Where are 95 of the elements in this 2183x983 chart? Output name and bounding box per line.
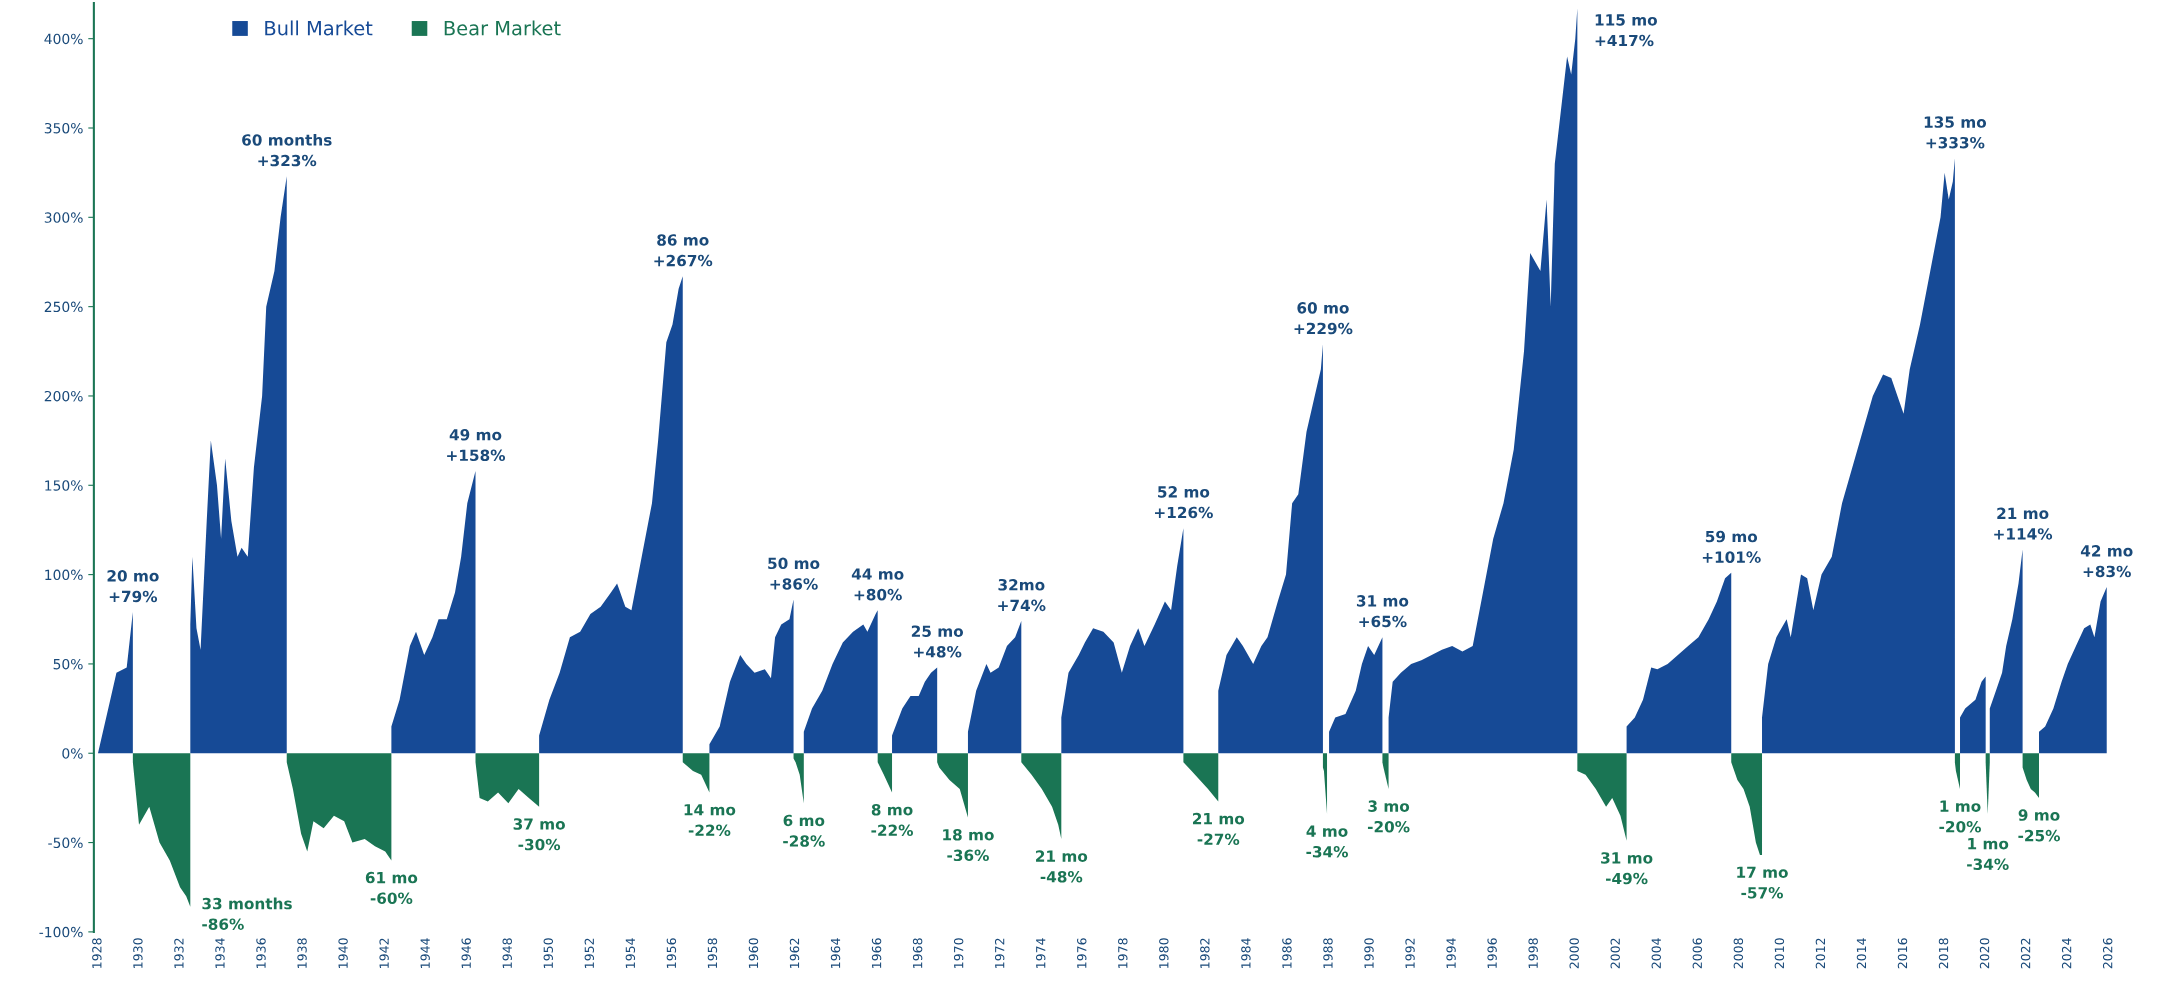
y-tick-label: 0% — [62, 748, 83, 759]
x-tick-label: 1988 — [1323, 938, 1333, 968]
annotation: 59 mo +101% — [1702, 530, 1761, 563]
x-tick-label: 1944 — [420, 938, 430, 968]
x-tick-label: 1958 — [707, 938, 718, 968]
y-tick-label: 100% — [45, 569, 83, 581]
x-tick-label: 1998 — [1528, 938, 1538, 968]
x-tick-label: 2004 — [1651, 938, 1661, 969]
annotation: 42 mo +83% — [2080, 545, 2133, 578]
y-tick-label: 250% — [44, 301, 83, 313]
x-tick-label: 1978 — [1118, 938, 1128, 968]
x-tick-label: 2002 — [1610, 938, 1620, 969]
x-tick-label: 1952 — [584, 938, 595, 968]
x-tick-label: 1984 — [1241, 938, 1251, 968]
x-tick-label: 1972 — [994, 938, 1005, 968]
y-tick-label: 300% — [44, 212, 83, 223]
annotation: 32mo +74% — [998, 579, 1046, 612]
x-tick-label: 2008 — [1733, 938, 1744, 969]
x-tick-label: 1946 — [461, 938, 471, 968]
x-tick-label: 1994 — [1446, 938, 1456, 968]
y-tick-label: 350% — [44, 122, 83, 134]
annotation: 52 mo +126% — [1155, 486, 1213, 519]
annotation: 3 mo -20% — [1367, 800, 1410, 833]
x-tick-label: 1936 — [256, 938, 266, 968]
x-tick-label: 1930 — [133, 938, 143, 968]
x-tick-label: 1982 — [1200, 938, 1210, 968]
x-tick-label: 2006 — [1692, 938, 1703, 969]
x-tick-label: 1968 — [912, 938, 923, 968]
x-tick-label: 1932 — [174, 938, 184, 968]
x-tick-label: 2014 — [1856, 938, 1867, 969]
annotation: 21 mo +114% — [1994, 507, 2053, 540]
y-tick-label: 200% — [44, 390, 83, 402]
x-tick-label: 1938 — [297, 938, 307, 968]
annotation: 21 mo -48% — [1036, 850, 1088, 883]
x-tick-label: 1986 — [1282, 938, 1292, 968]
annotation: 1 mo -34% — [1967, 838, 2009, 871]
y-tick-label: 150% — [45, 480, 83, 491]
x-tick-label: 1980 — [1159, 938, 1169, 968]
x-tick-label: 2016 — [1897, 938, 1908, 969]
y-tick-label: 400% — [44, 33, 83, 45]
annotation: 60 months +323% — [242, 133, 332, 167]
annotation: 17 mo -57% — [1737, 866, 1788, 899]
annotation: 25 mo +48% — [911, 625, 964, 658]
annotation: 31 mo -49% — [1601, 852, 1653, 885]
x-tick-label: 1996 — [1487, 938, 1497, 968]
y-tick-label: -50% — [48, 837, 83, 849]
x-tick-label: 2024 — [2061, 938, 2072, 969]
annotation: 20 mo +79% — [107, 570, 159, 603]
x-tick-label: 1956 — [666, 938, 677, 968]
x-tick-label: 2000 — [1569, 938, 1579, 969]
x-tick-label: 1940 — [338, 938, 348, 968]
x-tick-label: 1962 — [789, 938, 800, 968]
x-tick-label: 2018 — [1938, 938, 1949, 969]
x-tick-label: 1964 — [830, 938, 841, 968]
annotation: 21 mo -27% — [1192, 812, 1245, 845]
x-tick-label: 1928 — [92, 938, 102, 968]
x-tick-label: 1976 — [1077, 938, 1087, 968]
legend-label: Bear Market — [444, 20, 561, 36]
annotation: 135 mo +333% — [1924, 116, 1987, 149]
y-tick-label: -100% — [39, 926, 83, 938]
annotation: 37 mo -30% — [513, 818, 565, 851]
annotation: 61 mo -60% — [365, 871, 418, 904]
annotation: 31 mo +65% — [1356, 595, 1409, 628]
annotation: 86 mo +267% — [654, 234, 713, 267]
x-tick-label: 1970 — [953, 938, 964, 968]
annotation: 9 mo -25% — [2018, 809, 2060, 842]
annotation: 60 mo +229% — [1294, 302, 1353, 335]
x-tick-label: 2020 — [1979, 938, 1990, 969]
x-tick-label: 1992 — [1405, 938, 1415, 968]
annotation: 1 mo -20% — [1939, 800, 1981, 833]
x-tick-label: 1954 — [625, 938, 636, 968]
x-tick-label: 1942 — [379, 938, 389, 968]
x-tick-label: 1974 — [1035, 938, 1046, 968]
annotation: 50 mo +86% — [768, 557, 820, 590]
annotation: 14 mo -22% — [684, 804, 736, 837]
annotation: 6 mo -28% — [783, 814, 825, 847]
x-tick-label: 2010 — [1774, 938, 1785, 969]
annotation: 8 mo -22% — [871, 803, 913, 837]
x-tick-label: 1990 — [1364, 938, 1374, 968]
annotation: 44 mo +80% — [851, 568, 904, 601]
x-tick-label: 1934 — [215, 938, 225, 968]
x-tick-label: 2012 — [1815, 938, 1826, 969]
x-tick-label: 1960 — [748, 938, 759, 968]
x-tick-label: 2026 — [2102, 938, 2113, 969]
x-tick-label: 2022 — [2020, 938, 2031, 969]
x-tick-label: 1950 — [543, 938, 553, 968]
x-tick-label: 1966 — [871, 938, 882, 968]
annotation: 4 mo -34% — [1306, 825, 1348, 858]
annotation: 33 months -86% — [202, 897, 292, 930]
legend-label: Bull Market — [265, 20, 373, 36]
y-tick-label: 50% — [53, 658, 83, 670]
annotation: 18 mo -36% — [943, 828, 994, 862]
x-tick-label: 1948 — [502, 938, 512, 968]
annotation: 49 mo +158% — [447, 428, 506, 462]
annotation: 115 mo +417% — [1595, 14, 1657, 47]
